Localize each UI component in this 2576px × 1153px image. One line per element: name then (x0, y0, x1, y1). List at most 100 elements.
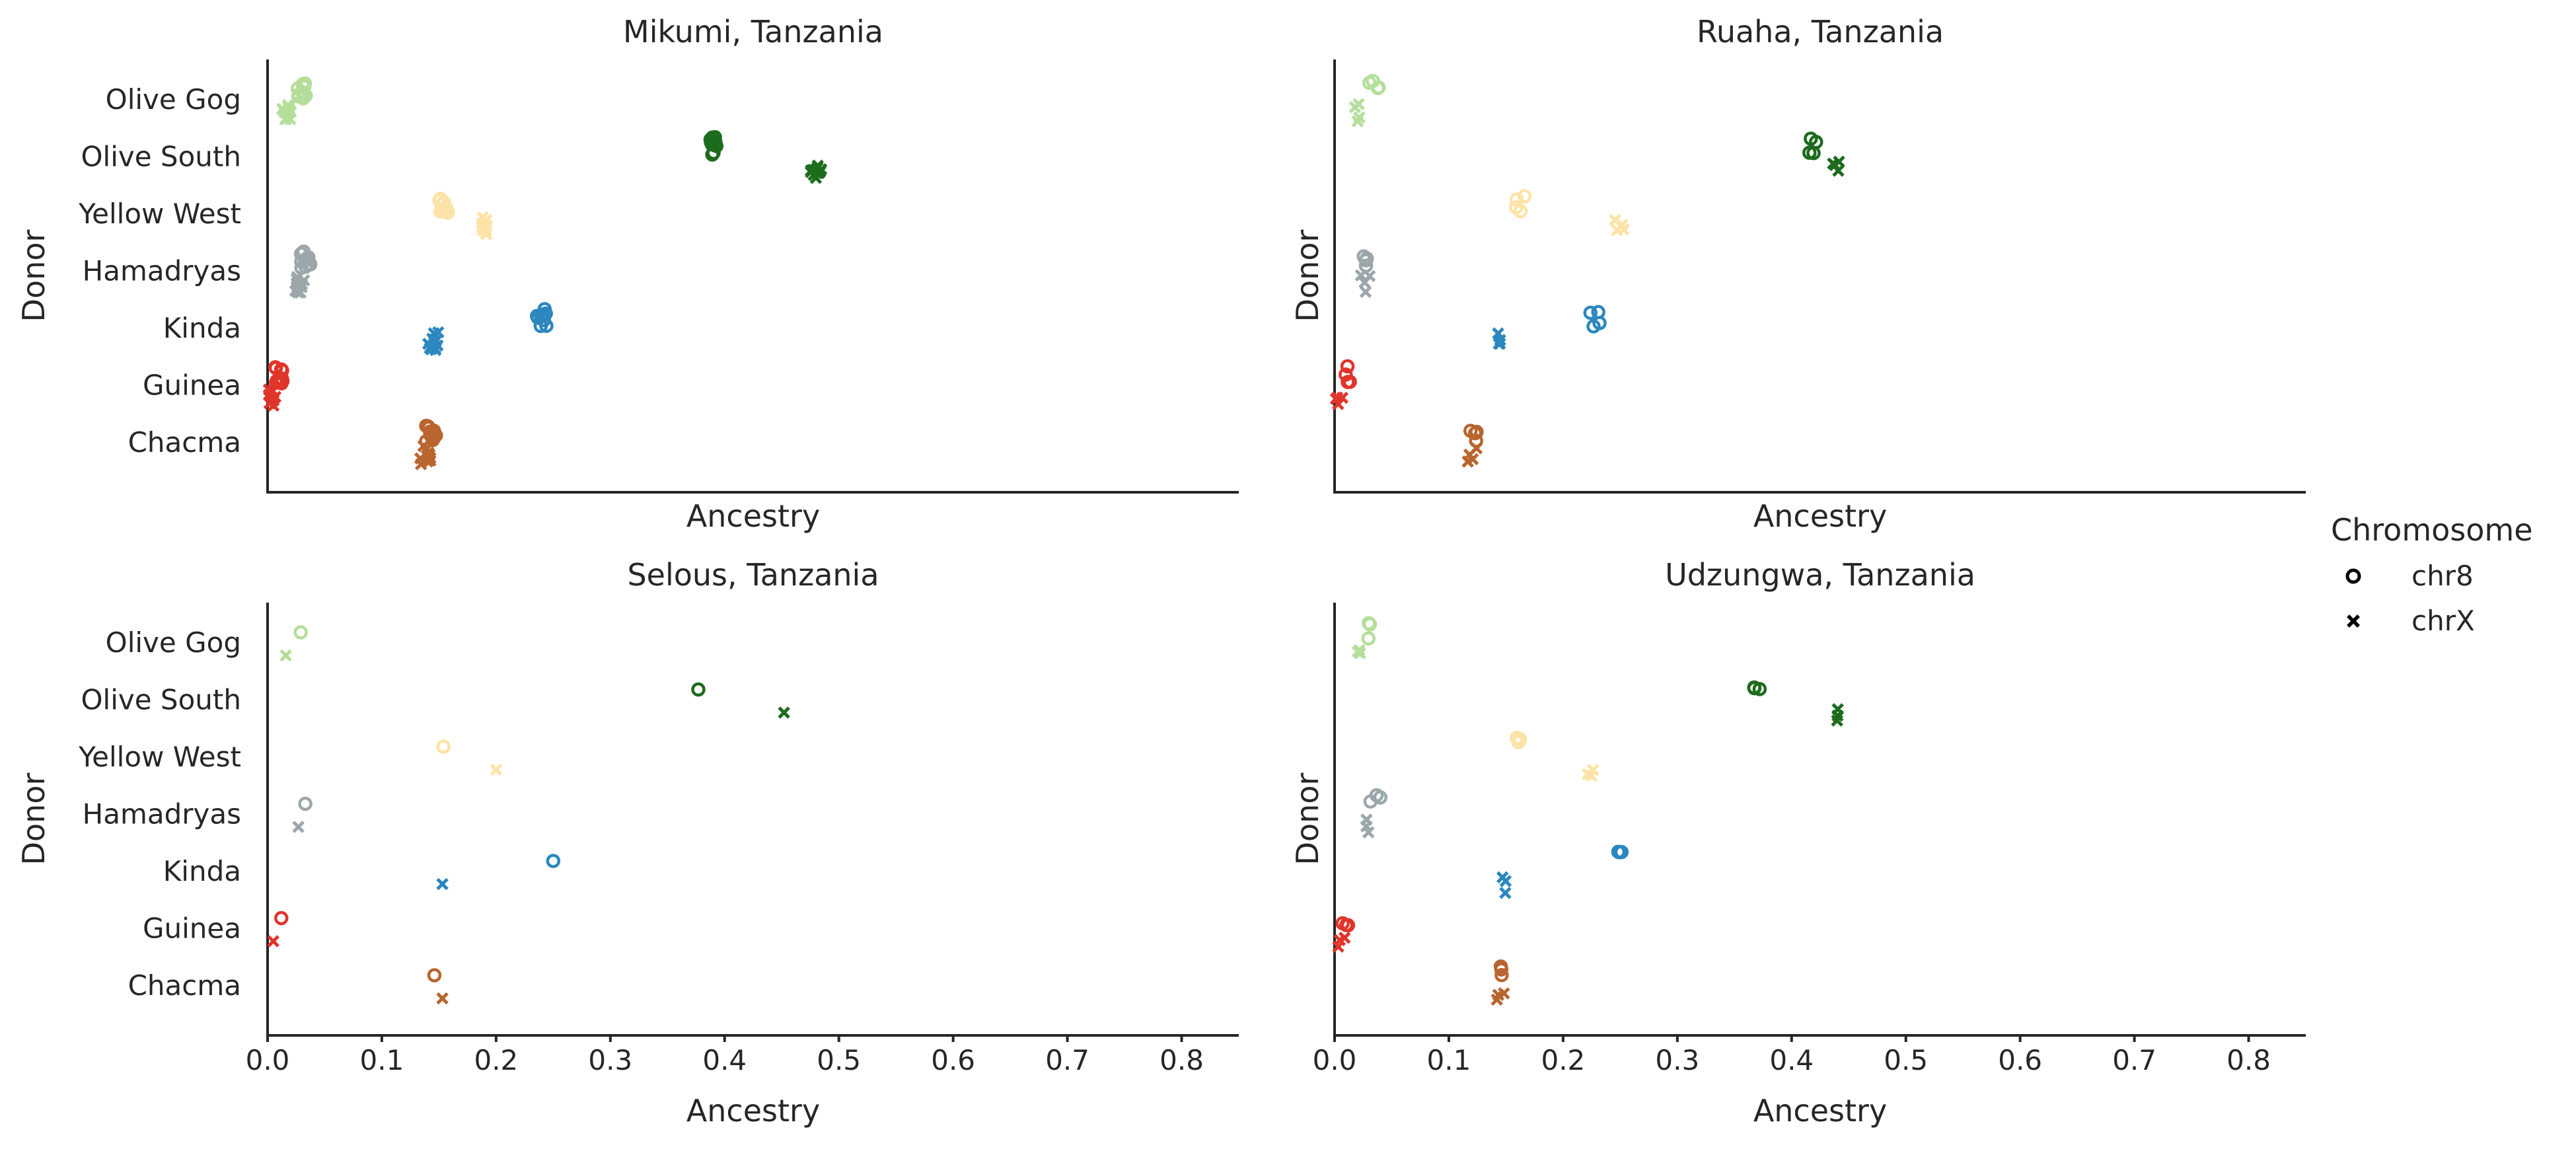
point-chrX (1581, 768, 1594, 781)
point-chr8 (274, 363, 289, 377)
point-chrX (1362, 826, 1375, 838)
point-chrX (281, 98, 295, 112)
point-chr8 (538, 306, 553, 321)
point-chr8 (1361, 631, 1376, 646)
point-chr8 (1509, 192, 1524, 207)
y-tick-label: Kinda (163, 312, 241, 344)
point-chr8 (1370, 81, 1385, 96)
point-chrX (1354, 647, 1366, 659)
y-tick-label: Olive South (81, 684, 241, 716)
panel-title: Ruaha, Tanzania (1697, 14, 1944, 50)
legend-title: Chromosome (2331, 512, 2533, 548)
x-tick-label: 0.8 (2226, 1044, 2271, 1076)
point-chr8 (533, 318, 548, 333)
x-axis-label: Ancestry (1753, 1093, 1887, 1129)
legend-label: chrX (2411, 605, 2475, 637)
point-chrX (1332, 940, 1344, 953)
point-chrX (490, 763, 503, 776)
x-tick-label: 0.3 (588, 1044, 632, 1076)
point-chrX (436, 992, 449, 1005)
point-chr8 (1340, 359, 1355, 374)
point-chr8 (1583, 305, 1598, 320)
point-chrX (422, 338, 435, 350)
point-chr8 (298, 796, 313, 811)
point-chrX (1359, 285, 1372, 299)
point-chr8 (1586, 319, 1601, 334)
point-chrX (1609, 213, 1621, 227)
point-chrX (1338, 932, 1351, 944)
y-tick-label: Yellow West (78, 741, 241, 773)
point-chr8 (1611, 844, 1627, 860)
x-axis-label: Ancestry (1753, 498, 1887, 534)
point-chr8 (300, 250, 315, 266)
point-chr8 (1509, 200, 1524, 215)
point-chr8 (297, 79, 312, 94)
x-tick-label: 0.8 (1159, 1044, 1204, 1076)
panel-1: Mikumi, Tanzania Donor Ancestry Olive Gog Ol… (16, 14, 1239, 534)
y-tick-label: Guinea (143, 369, 241, 402)
point-chr8 (432, 193, 447, 207)
point-chr8 (293, 625, 308, 640)
point-chr8 (1467, 426, 1483, 441)
point-chrX (1490, 993, 1503, 1006)
legend-label: chr8 (2411, 560, 2474, 592)
y-tick-label: Yellow West (78, 198, 241, 230)
point-chrX (292, 821, 305, 833)
y-axis-label: Donor (16, 773, 52, 866)
x-tick-label: 0.2 (1541, 1044, 1585, 1076)
y-tick-label: Hamadryas (83, 798, 241, 831)
panel-title: Udzungwa, Tanzania (1665, 557, 1975, 593)
point-chrX (291, 271, 304, 283)
panel-3: Selous, Tanzania Donor 0.0 0.1 0.2 0.3 0.4 0.5 0… (16, 557, 1239, 1129)
point-chr8 (290, 81, 305, 96)
point-chrX (295, 278, 309, 291)
point-chrX (815, 163, 828, 176)
x-tick-label: 0.6 (931, 1044, 975, 1076)
y-axis-label: Donor (1290, 230, 1325, 322)
y-tick-label: Olive Gog (106, 83, 241, 116)
point-chrX (1332, 398, 1344, 410)
point-chr8 (1517, 189, 1532, 204)
panel-2: Ruaha, Tanzania Donor Ancestry (1290, 14, 2306, 534)
point-chrX (267, 935, 279, 948)
x-tick-label: 0.0 (246, 1044, 290, 1076)
point-chr8 (441, 205, 455, 220)
point-chr8 (691, 682, 706, 697)
point-chrX (1831, 703, 1844, 716)
x-tick-label: 0.0 (1313, 1044, 1357, 1076)
point-chrX (1352, 98, 1365, 110)
point-chrX (423, 448, 436, 461)
panel-title: Selous, Tanzania (627, 557, 879, 593)
y-tick-label: Olive South (81, 141, 241, 173)
point-chr8 (706, 145, 721, 160)
y-axis-label: Donor (1290, 773, 1325, 866)
point-chr8 (427, 968, 442, 983)
point-chr8 (1752, 682, 1767, 696)
x-tick-label: 0.5 (817, 1044, 861, 1076)
x-tick-label: 0.6 (1998, 1044, 2042, 1076)
point-chr8 (1494, 968, 1509, 983)
point-chrX (1353, 111, 1366, 124)
x-tick-label: 0.4 (1769, 1044, 1814, 1076)
point-chr8 (1360, 251, 1374, 266)
point-chr8 (546, 854, 561, 868)
legend: Chromosome chr8 chrX (2331, 512, 2533, 637)
point-chrX (414, 452, 427, 465)
point-chrX (279, 649, 292, 662)
point-chrX (267, 392, 279, 406)
x-axis-label: Ancestry (686, 1093, 820, 1129)
point-chr8 (436, 739, 451, 754)
legend-cross-icon (2347, 614, 2360, 628)
point-chrX (436, 877, 449, 891)
panel-4: Udzungwa, Tanzania Donor 0.0 0.1 0.2 0.3 0.4 0.… (1290, 557, 2306, 1129)
point-chr8 (1339, 367, 1353, 382)
point-chrX (1353, 644, 1366, 657)
point-chrX (431, 339, 444, 352)
point-chrX (1499, 887, 1512, 899)
point-chr8 (1335, 916, 1350, 931)
point-chr8 (274, 911, 289, 926)
point-chr8 (301, 257, 316, 272)
x-axis-label: Ancestry (686, 498, 820, 534)
